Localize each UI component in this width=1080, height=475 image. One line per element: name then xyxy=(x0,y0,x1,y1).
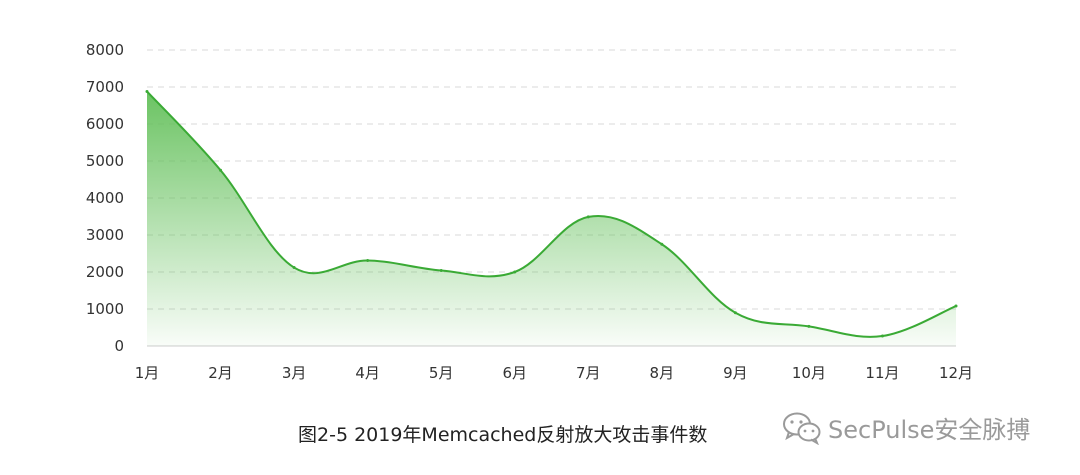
y-tick-label: 6000 xyxy=(86,115,124,133)
wechat-icon xyxy=(783,412,821,445)
y-tick-label: 7000 xyxy=(86,78,124,96)
y-tick-label: 3000 xyxy=(86,226,124,244)
x-tick-label: 12月 xyxy=(939,364,973,382)
x-tick-label: 4月 xyxy=(355,364,380,382)
x-tick-label: 6月 xyxy=(502,364,527,382)
x-tick-label: 1月 xyxy=(135,364,160,382)
y-tick-label: 4000 xyxy=(86,189,124,207)
data-point-5 xyxy=(439,269,443,273)
data-point-9 xyxy=(733,311,737,315)
data-point-6 xyxy=(513,270,517,274)
y-tick-label: 5000 xyxy=(86,152,124,170)
data-point-11 xyxy=(880,334,884,338)
x-tick-label: 9月 xyxy=(723,364,748,382)
y-tick-label: 8000 xyxy=(86,41,124,59)
data-point-3 xyxy=(292,266,296,270)
data-point-4 xyxy=(366,259,370,263)
data-points xyxy=(145,89,958,338)
y-axis-ticks: 0 1000 2000 3000 4000 5000 6000 7000 8000 xyxy=(86,41,124,355)
data-point-8 xyxy=(660,242,664,246)
area-fill xyxy=(147,91,956,346)
x-tick-label: 7月 xyxy=(576,364,601,382)
x-tick-label: 8月 xyxy=(650,364,675,382)
chart-caption: 图2-5 2019年Memcached反射放大攻击事件数 xyxy=(298,424,708,446)
data-point-12 xyxy=(954,304,958,308)
data-point-10 xyxy=(807,324,811,328)
x-tick-label: 3月 xyxy=(282,364,307,382)
x-tick-label: 5月 xyxy=(429,364,454,382)
watermark-text: SecPulse安全脉搏 xyxy=(828,416,1031,444)
data-point-2 xyxy=(219,168,223,172)
data-point-7 xyxy=(586,215,590,219)
data-point-1 xyxy=(145,89,149,93)
y-tick-label: 0 xyxy=(114,337,124,355)
x-tick-label: 10月 xyxy=(792,364,826,382)
y-tick-label: 2000 xyxy=(86,263,124,281)
x-tick-label: 2月 xyxy=(208,364,233,382)
x-axis-ticks: 1月 2月 3月 4月 5月 6月 7月 8月 9月 10月 11月 12月 xyxy=(135,364,973,382)
y-tick-label: 1000 xyxy=(86,300,124,318)
watermark: SecPulse安全脉搏 xyxy=(782,410,1030,445)
x-tick-label: 11月 xyxy=(865,364,899,382)
